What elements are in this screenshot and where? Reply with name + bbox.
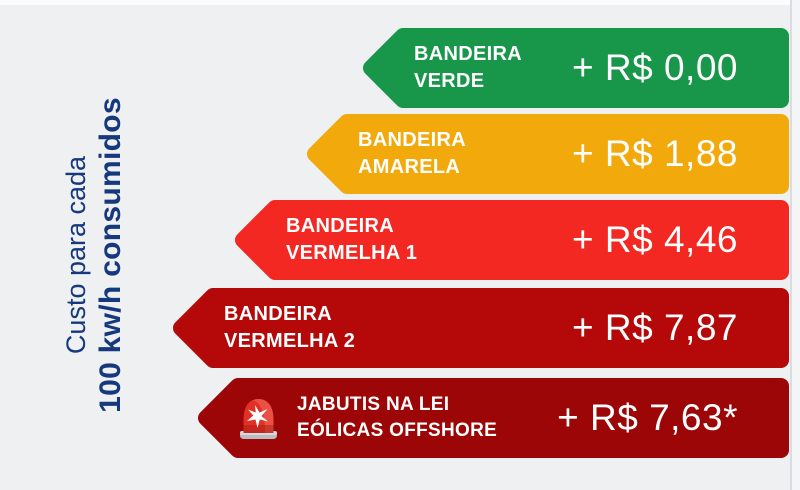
banner-value: + R$ 0,00 [572,47,738,88]
y-axis-title-line1: Custo para cada [61,155,92,355]
siren-icon [240,398,277,439]
banner-arrow-shape [307,114,789,194]
right-edge-strip [790,0,800,490]
top-edge-strip [0,0,800,5]
banner-value: + R$ 7,63* [557,397,738,438]
banner-arrow-shape [235,200,789,280]
banner-bandeira-vermelha-1: BANDEIRA VERMELHA 1 + R$ 4,46 [234,200,790,280]
banner-value: + R$ 7,87 [572,307,738,348]
banner-value: + R$ 1,88 [572,133,738,174]
banner-label: BANDEIRA VERMELHA 2 [224,303,356,352]
y-axis-title-line2: 100 kw/h consumidos [94,97,128,413]
banner-jabutis-eolicas-offshore: JABUTIS NA LEI EÓLICAS OFFSHORE + R$ 7,6… [197,378,790,458]
banner-arrow-shape [173,288,789,368]
banner-label: BANDEIRA VERMELHA 1 [286,215,418,264]
banner-label: BANDEIRA AMARELA [358,129,466,178]
banner-bandeira-verde: BANDEIRA VERDE + R$ 0,00 [362,28,790,108]
banner-arrow-shape [363,28,789,108]
banner-label: JABUTIS NA LEI EÓLICAS OFFSHORE [297,394,498,441]
banner-label: BANDEIRA VERDE [414,43,522,92]
banner-arrow-shape [198,378,789,458]
banner-value: + R$ 4,46 [572,219,738,260]
banner-bandeira-vermelha-2: BANDEIRA VERMELHA 2 + R$ 7,87 [172,288,790,368]
y-axis-title: Custo para cada 100 kw/h consumidos [60,25,130,485]
banner-bandeira-amarela: BANDEIRA AMARELA + R$ 1,88 [306,114,790,194]
